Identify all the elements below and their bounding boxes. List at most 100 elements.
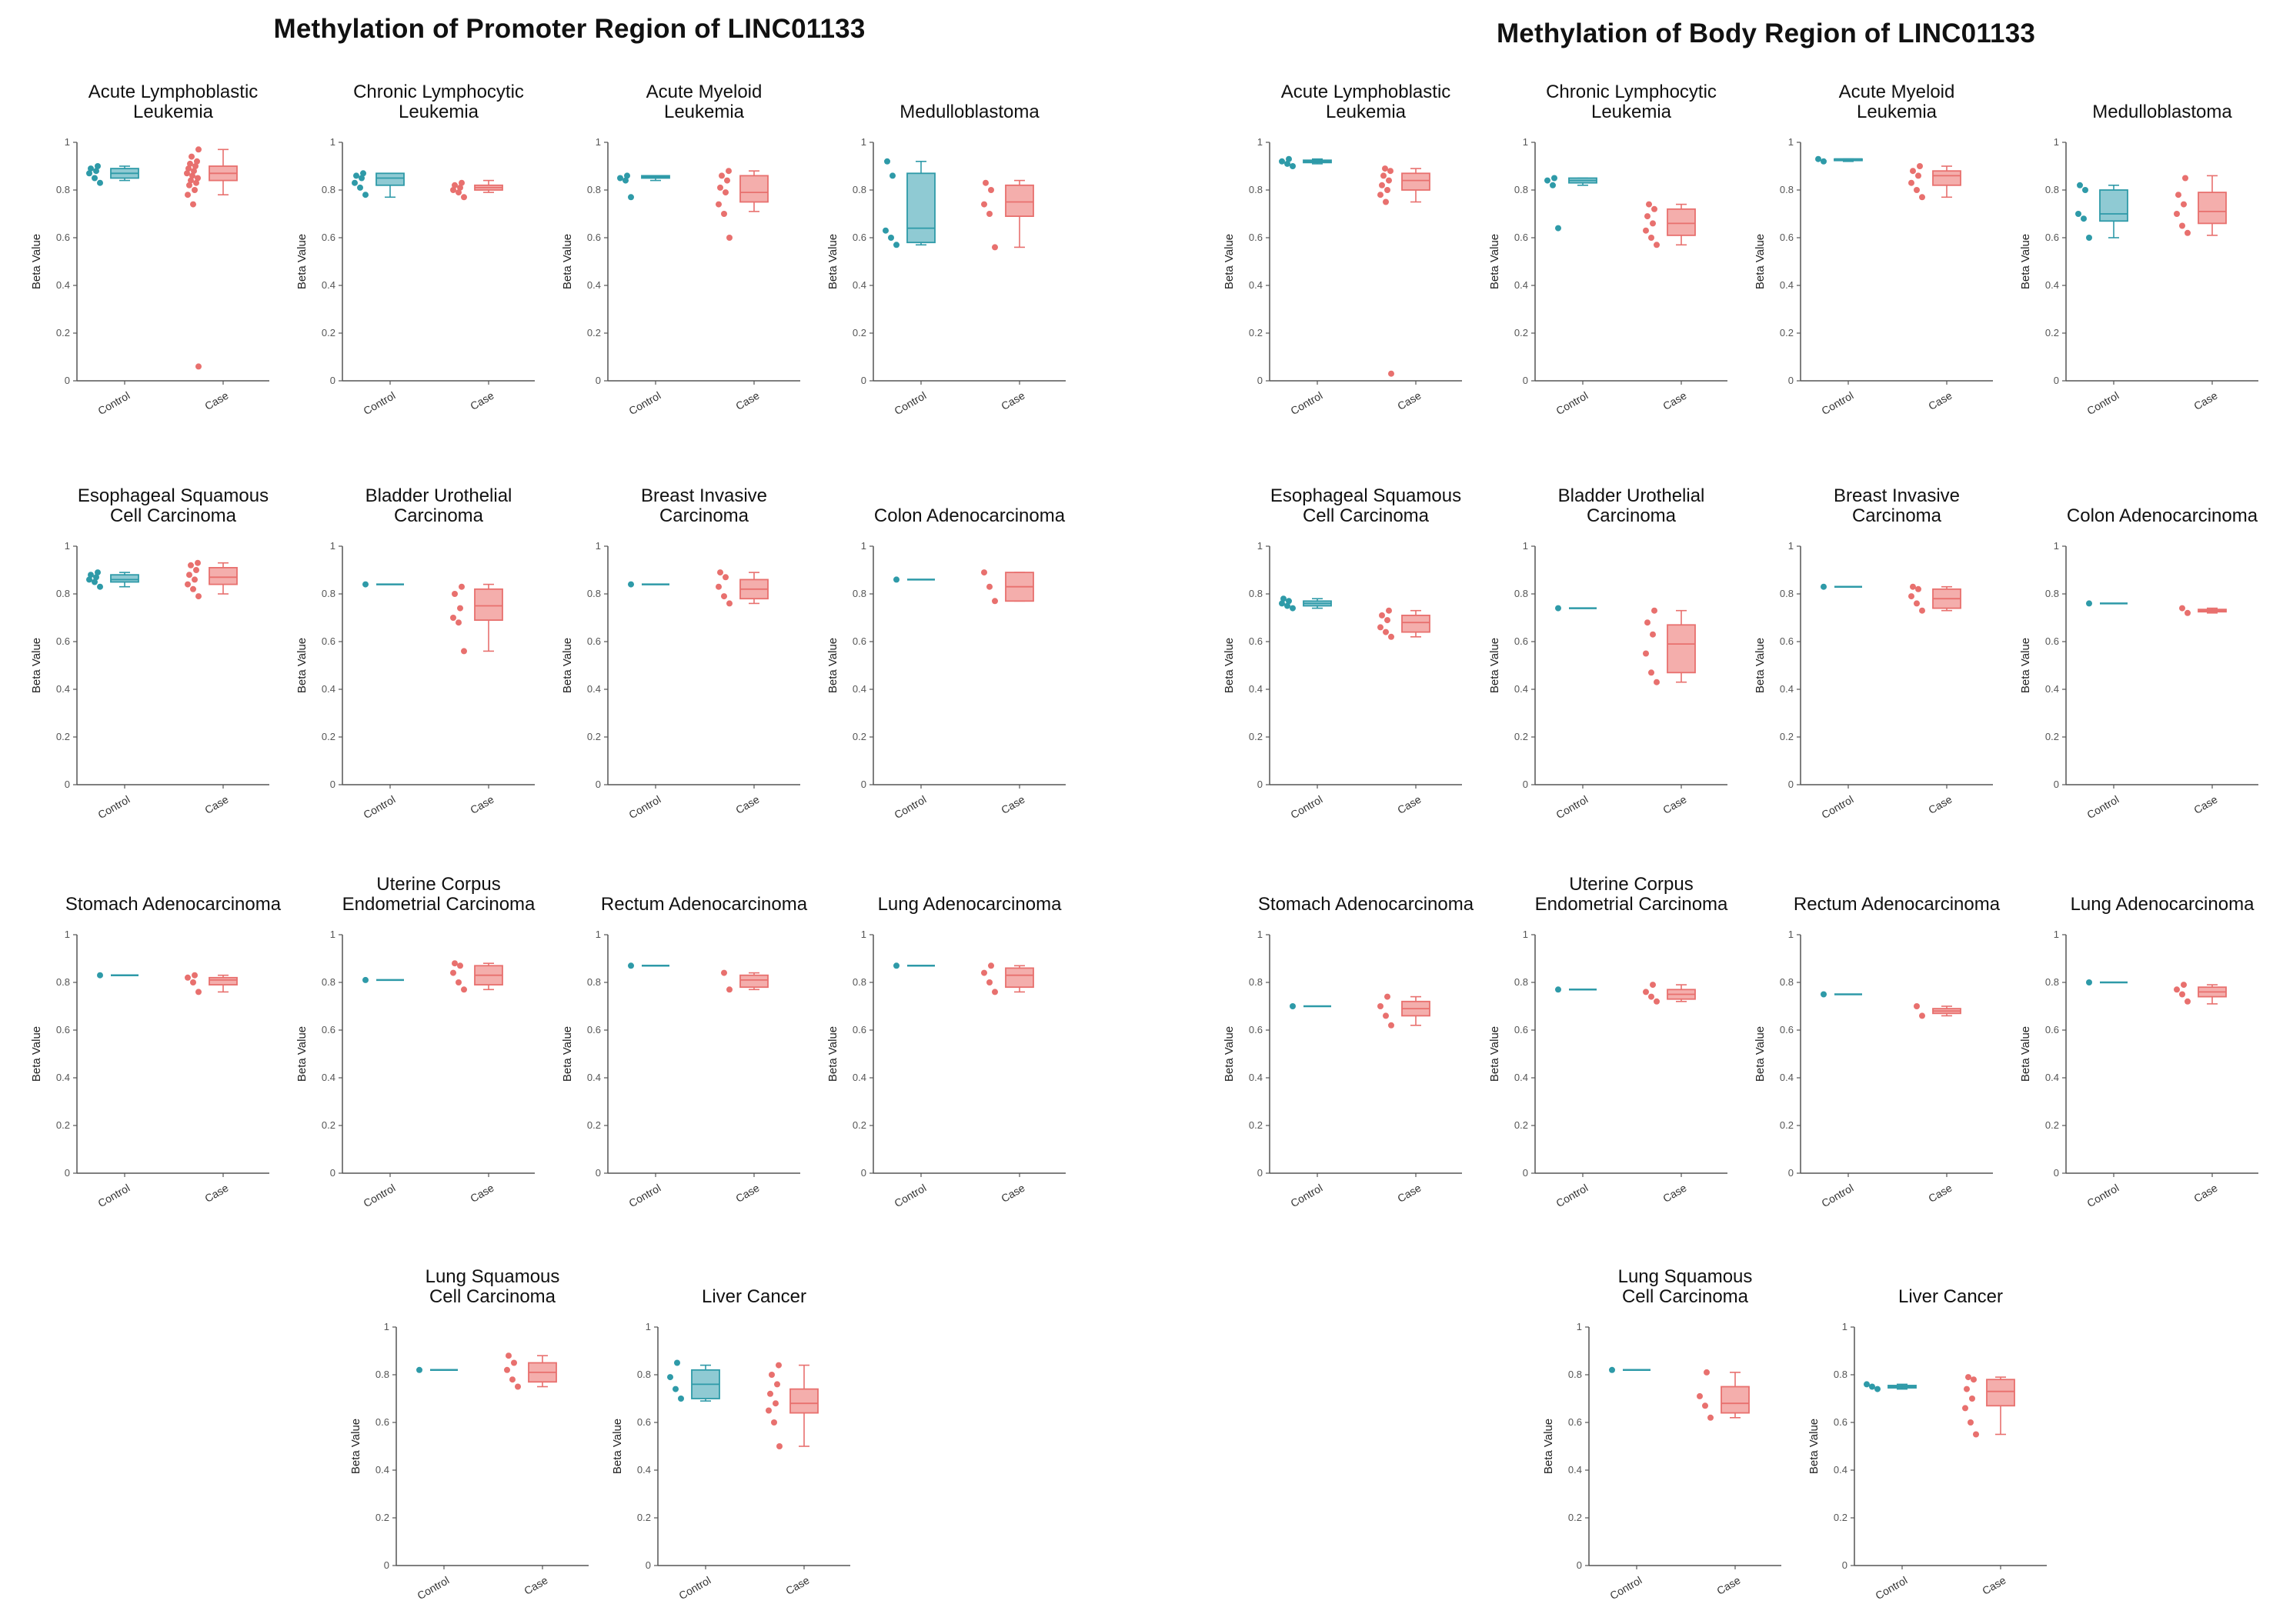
case-point: [1379, 612, 1385, 619]
y-tick-label: 0: [596, 375, 601, 386]
case-point: [1388, 1022, 1394, 1029]
chart-title: Endometrial Carcinoma: [342, 894, 536, 915]
y-tick-label: 0.6: [2045, 232, 2059, 243]
chart-body-27: Liver Cancer 0 0.2 0.4 0.6 0.8 1 Beta Value Cont…: [1807, 1286, 2047, 1602]
y-tick-label: 0.4: [2045, 279, 2059, 291]
case-point: [192, 972, 198, 979]
y-tick-label: 0.8: [2045, 184, 2059, 195]
case-point: [192, 187, 198, 193]
y-tick-label: 0.2: [587, 327, 601, 338]
y-tick-label: 1: [2054, 929, 2059, 940]
y-tick-label: 0.2: [1514, 327, 1528, 338]
case-point: [723, 574, 729, 581]
y-tick-label: 0.2: [1514, 731, 1528, 742]
y-tick-label: 0.8: [637, 1369, 651, 1380]
y-tick-label: 0.6: [322, 232, 335, 243]
y-tick-label: 0.6: [587, 635, 601, 647]
y-tick-label: 0.4: [587, 279, 601, 291]
y-tick-label: 0.4: [56, 683, 70, 695]
case-point: [717, 184, 723, 191]
control-point: [92, 175, 98, 182]
y-tick-label: 0.6: [56, 1024, 70, 1035]
chart-title: Endometrial Carcinoma: [1535, 894, 1728, 915]
control-point: [2075, 211, 2081, 217]
case-point: [1964, 1386, 1970, 1392]
case-point: [456, 979, 462, 985]
x-tick-label: Control: [1288, 389, 1324, 417]
y-axis-label: Beta Value: [561, 1026, 574, 1082]
y-tick-label: 0: [2054, 375, 2059, 386]
case-point: [1384, 993, 1390, 1000]
control-point: [1821, 583, 1827, 590]
y-tick-label: 0.4: [375, 1464, 389, 1476]
case-point: [716, 201, 722, 208]
case-point: [189, 172, 195, 179]
chart-title: Lung Adenocarcinoma: [878, 894, 1062, 915]
chart-title: Colon Adenocarcinoma: [2067, 505, 2258, 526]
y-tick-label: 0.8: [587, 976, 601, 988]
control-point: [1290, 605, 1296, 612]
case-point: [1643, 650, 1649, 657]
case-point: [1962, 1405, 1968, 1412]
case-point: [1644, 619, 1651, 626]
case-point: [186, 572, 192, 579]
y-axis-label: Beta Value: [1223, 234, 1236, 289]
case-box: [739, 974, 769, 989]
control-point: [1874, 1386, 1881, 1392]
y-tick-label: 0.2: [853, 731, 866, 742]
chart-title: Acute Myeloid: [1839, 82, 1955, 102]
control-point: [2081, 215, 2087, 222]
y-tick-label: 0.8: [1249, 184, 1263, 195]
case-point: [1965, 1374, 1971, 1381]
y-tick-label: 1: [1788, 929, 1794, 940]
x-tick-label: Control: [1554, 389, 1590, 417]
case-point: [773, 1400, 779, 1407]
control-point: [86, 170, 92, 177]
case-point: [771, 1419, 777, 1426]
x-tick-label: Case: [1661, 793, 1688, 816]
y-tick-label: 0.2: [1780, 731, 1794, 742]
case-point: [452, 591, 458, 597]
case-point: [1650, 631, 1656, 638]
case-point: [185, 974, 191, 981]
case-point: [452, 182, 458, 188]
control-point: [95, 569, 101, 576]
y-axis-label: Beta Value: [1488, 638, 1501, 693]
case-point: [1380, 172, 1387, 179]
x-tick-label: Case: [202, 793, 230, 816]
x-tick-label: Case: [2191, 1182, 2219, 1205]
y-tick-label: 0.2: [587, 731, 601, 742]
case-point: [1379, 182, 1385, 188]
y-tick-label: 0: [596, 1167, 601, 1179]
y-tick-label: 0.2: [375, 1512, 389, 1523]
case-point: [190, 201, 196, 208]
y-tick-label: 0.4: [1780, 1072, 1794, 1083]
x-tick-label: Case: [2191, 793, 2219, 816]
control-point: [2086, 235, 2092, 241]
chart-title: Esophageal Squamous: [1270, 485, 1461, 506]
x-tick-label: Case: [2191, 389, 2219, 412]
case-point: [1648, 669, 1654, 676]
case-point: [1908, 179, 1914, 186]
x-tick-label: Control: [2084, 1182, 2121, 1209]
y-axis-label: Beta Value: [611, 1419, 624, 1474]
chart-title: Chronic Lymphocytic: [353, 82, 524, 102]
y-tick-label: 1: [861, 540, 866, 552]
y-axis-label: Beta Value: [295, 1026, 309, 1082]
x-tick-label: Control: [361, 1182, 397, 1209]
y-tick-label: 0.6: [375, 1416, 389, 1428]
y-tick-label: 1: [1788, 540, 1794, 552]
case-point: [1654, 679, 1660, 685]
chart-title: Colon Adenocarcinoma: [874, 505, 1066, 526]
y-axis-label: Beta Value: [295, 638, 309, 693]
case-point: [1704, 1369, 1710, 1376]
y-axis-label: Beta Value: [1488, 234, 1501, 289]
case-point: [986, 979, 993, 985]
x-tick-label: Control: [1554, 793, 1590, 821]
y-axis-label: Beta Value: [30, 234, 43, 289]
control-point: [617, 175, 623, 182]
case-box: [2198, 192, 2227, 225]
